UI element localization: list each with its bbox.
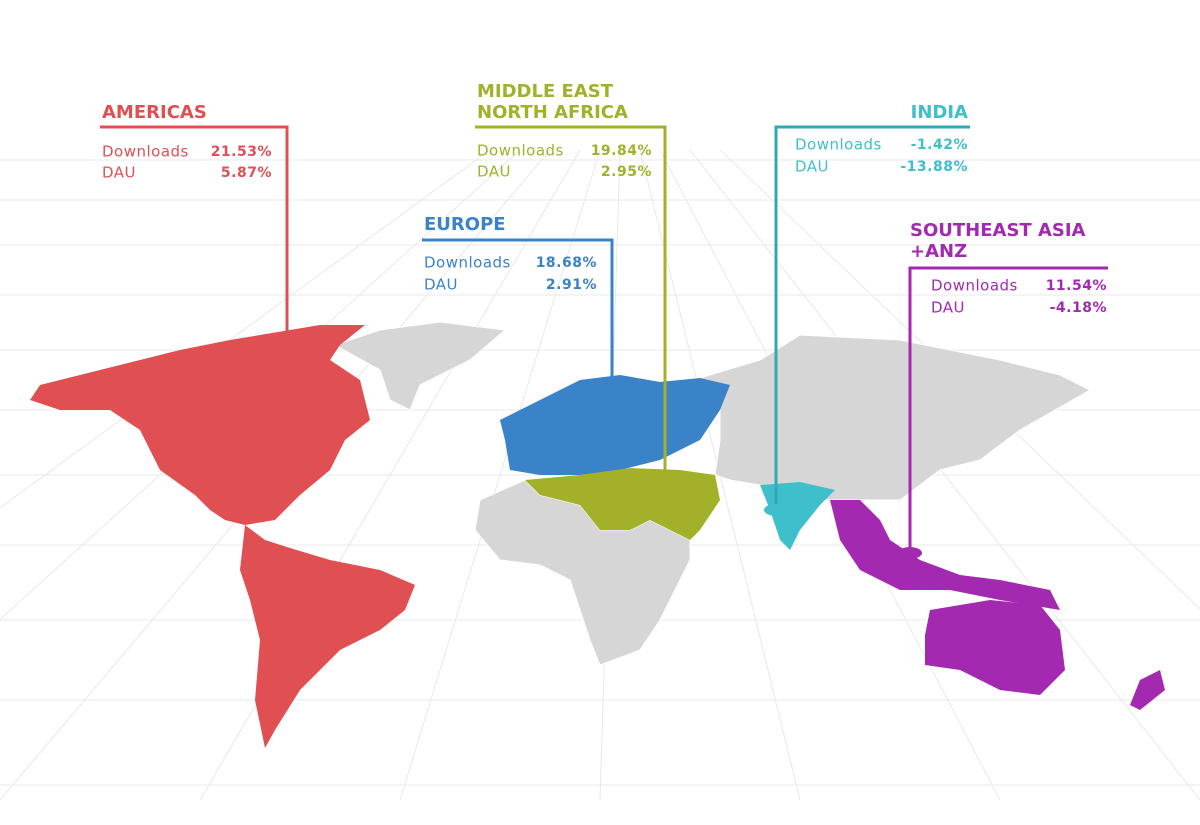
metric-value: 5.87%: [221, 165, 272, 181]
mena-callout: MIDDLE EAST NORTH AFRICA Downloads 19.84…: [475, 81, 677, 494]
metric-label: DAU: [477, 163, 511, 181]
greenland: [333, 321, 507, 411]
metric-label: DAU: [795, 158, 829, 176]
new-zealand: [1130, 670, 1165, 710]
region-title: NORTH AFRICA: [477, 102, 628, 123]
north-america: [30, 325, 370, 525]
leader-line: [908, 266, 1108, 552]
southeast-asia: [830, 500, 1060, 610]
india-callout: INDIA Downloads -1.42% DAU -13.88%: [764, 102, 970, 516]
continents: [30, 321, 1165, 748]
metric-value: 2.95%: [601, 164, 652, 180]
india: [760, 482, 835, 550]
metric-label: Downloads: [795, 136, 882, 154]
metric-label: Downloads: [102, 143, 189, 161]
pin: [600, 429, 624, 441]
leader-line: [774, 125, 970, 509]
metric-label: Downloads: [424, 254, 511, 272]
asia: [699, 334, 1092, 501]
region-title: AMERICAS: [102, 102, 207, 123]
leader-line: [100, 125, 289, 396]
metric-value: 18.68%: [536, 255, 597, 271]
region-title: MIDDLE EAST: [477, 81, 614, 102]
region-title: EUROPE: [424, 214, 506, 235]
region-title: INDIA: [911, 102, 968, 123]
region-title: SOUTHEAST ASIA: [910, 220, 1086, 241]
australia: [925, 600, 1065, 695]
sea-anz-callout: SOUTHEAST ASIA +ANZ Downloads 11.54% DAU…: [898, 220, 1108, 559]
metric-label: DAU: [102, 164, 136, 182]
south-america: [240, 525, 415, 748]
metric-label: DAU: [931, 299, 965, 317]
pin: [653, 482, 677, 494]
leader-line: [422, 238, 614, 434]
pin: [275, 391, 299, 403]
metric-value: 2.91%: [546, 277, 597, 293]
metric-value: 21.53%: [211, 144, 272, 160]
metric-value: -4.18%: [1050, 300, 1107, 316]
metric-value: -13.88%: [900, 159, 968, 175]
americas-callout: AMERICAS Downloads 21.53% DAU 5.87%: [100, 102, 299, 403]
metric-label: Downloads: [931, 277, 1018, 295]
europe-callout: EUROPE Downloads 18.68% DAU 2.91%: [422, 214, 624, 441]
metric-value: -1.42%: [911, 137, 968, 153]
metric-label: DAU: [424, 276, 458, 294]
region-title: +ANZ: [910, 241, 967, 262]
leader-line: [475, 125, 667, 487]
metric-value: 19.84%: [591, 143, 652, 159]
pin: [898, 547, 922, 559]
pin: [764, 504, 788, 516]
metric-value: 11.54%: [1046, 278, 1107, 294]
metric-label: Downloads: [477, 142, 564, 160]
europe: [500, 375, 730, 475]
